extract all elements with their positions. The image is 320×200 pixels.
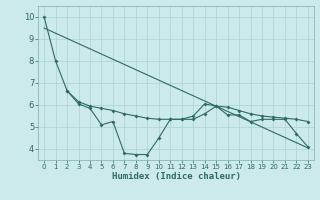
X-axis label: Humidex (Indice chaleur): Humidex (Indice chaleur) [111, 172, 241, 181]
